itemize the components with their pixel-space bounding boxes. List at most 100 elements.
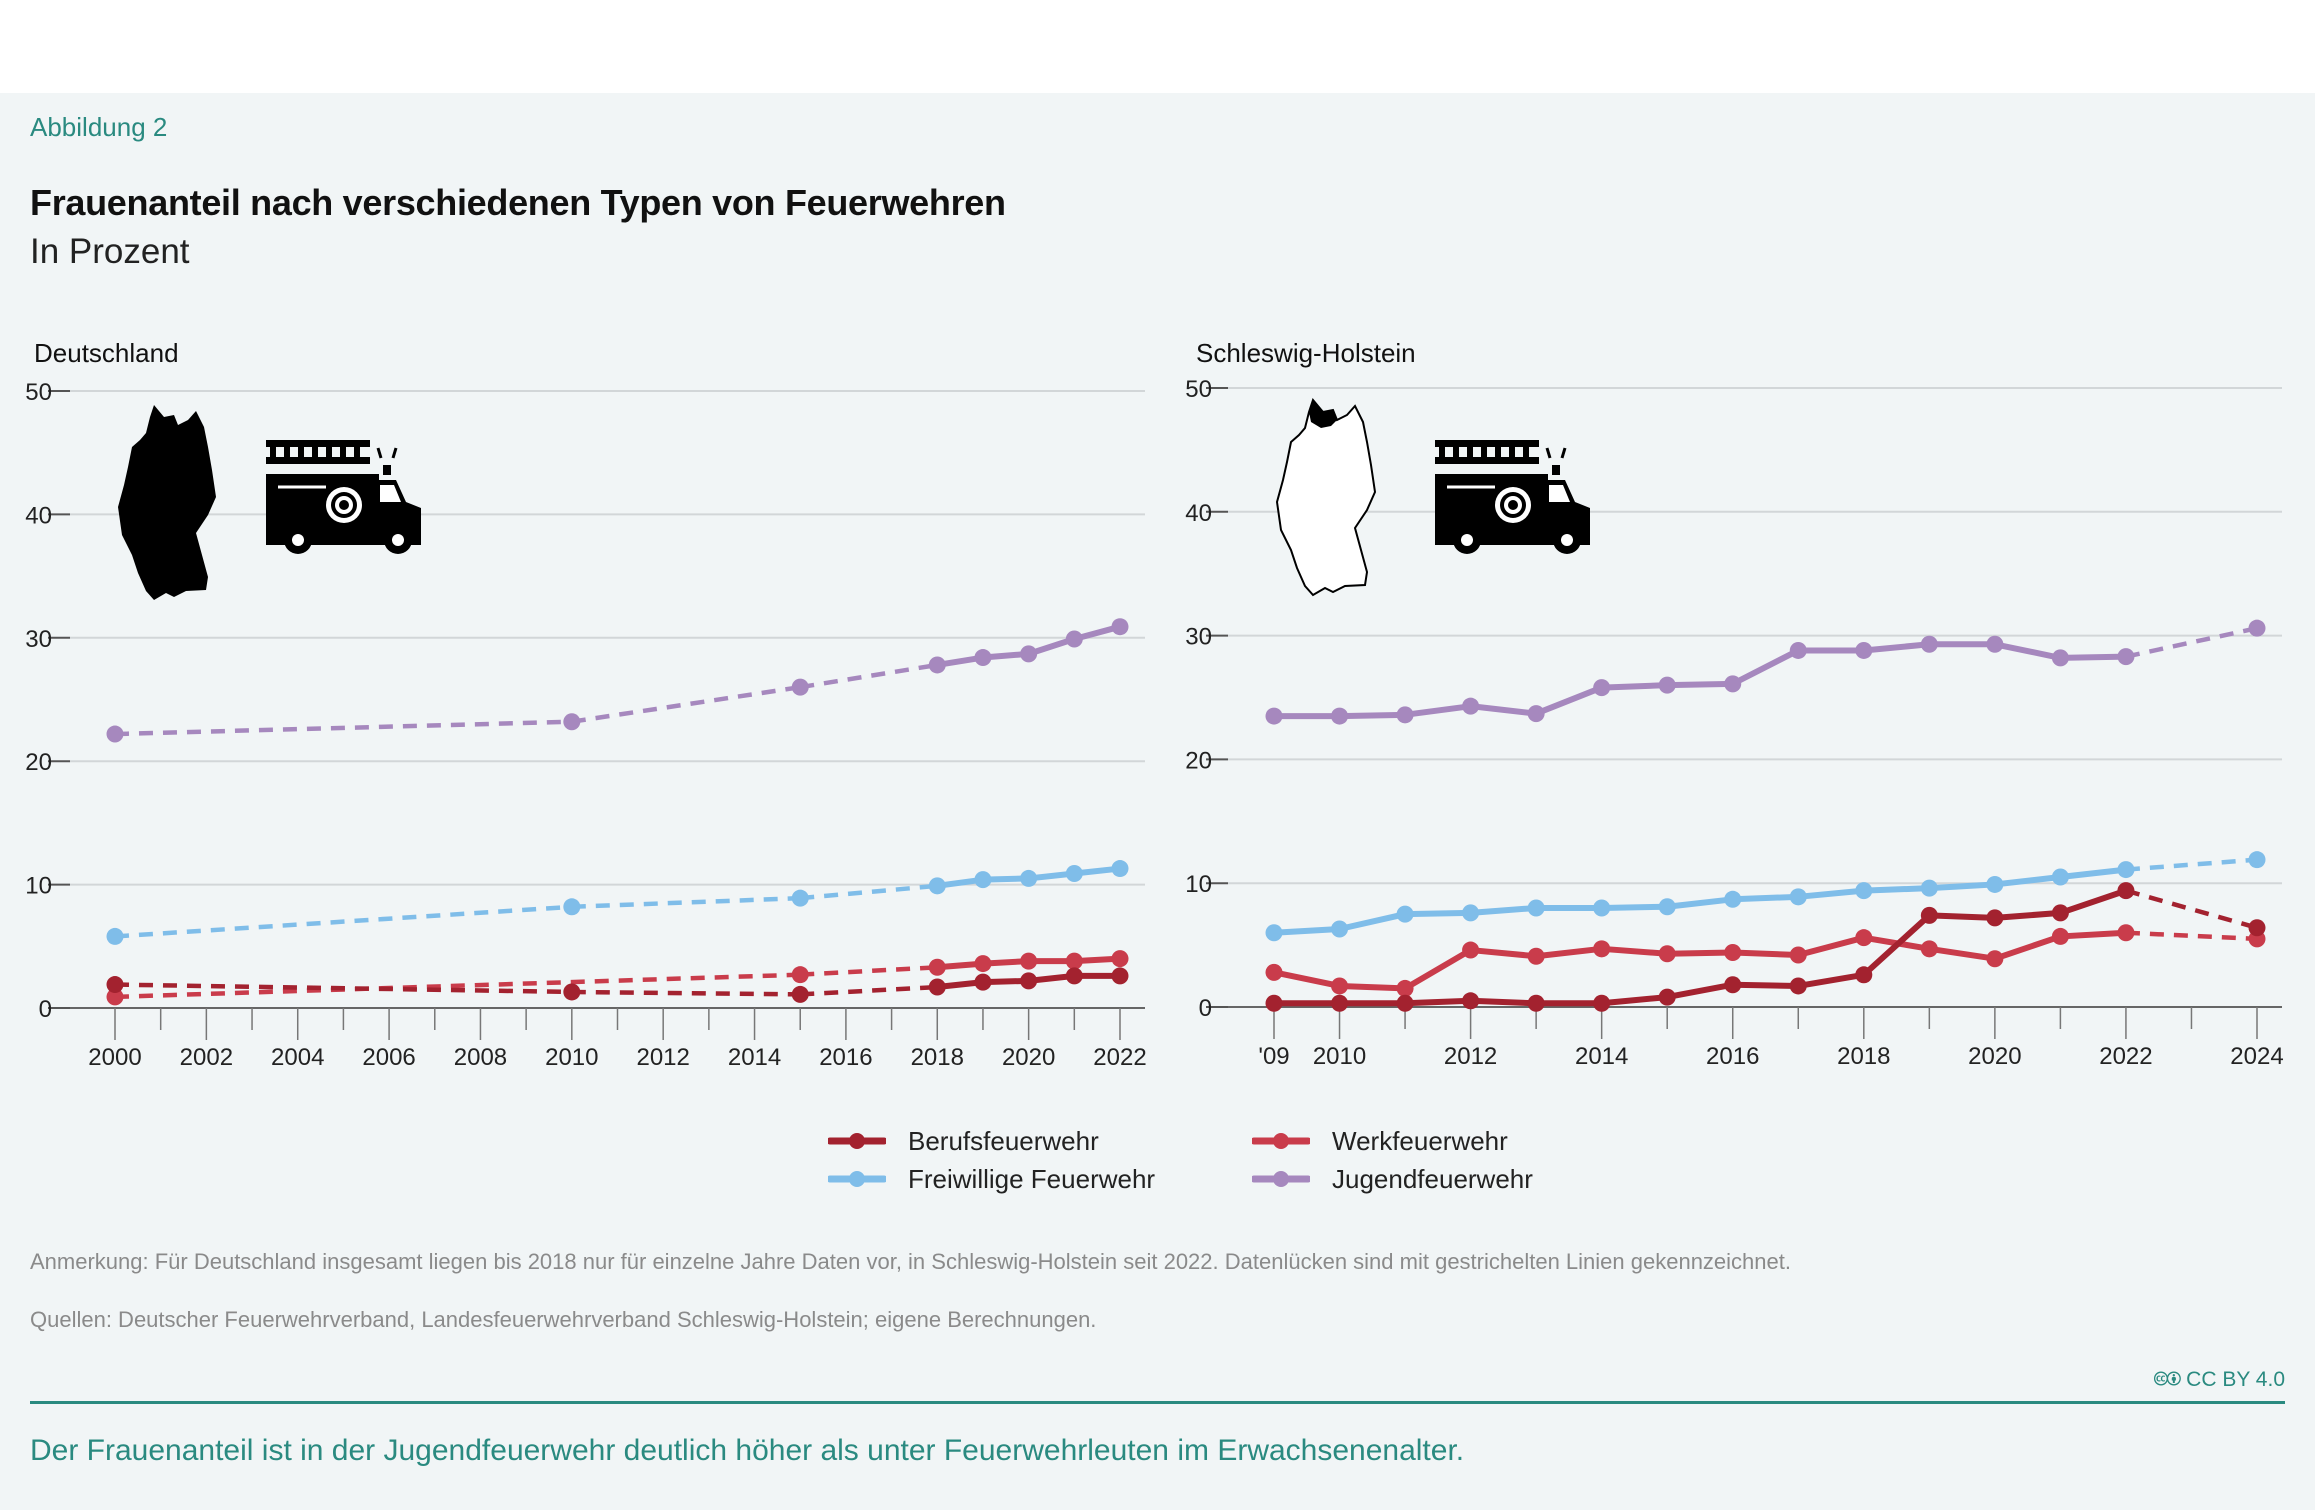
data-point xyxy=(1658,676,1676,694)
data-point xyxy=(974,649,992,667)
data-point xyxy=(928,978,946,996)
x-tick-label: 2020 xyxy=(1002,1044,1055,1071)
data-point xyxy=(1111,618,1129,636)
license-badge[interactable]: 🅭🅯 CC BY 4.0 xyxy=(2154,1368,2285,1391)
data-point xyxy=(791,966,809,984)
data-point xyxy=(1855,966,1873,984)
data-point xyxy=(1920,879,1938,897)
data-point xyxy=(928,958,946,976)
data-point xyxy=(1920,906,1938,924)
chart-subtitle: In Prozent xyxy=(30,232,190,271)
y-tick-label: 30 xyxy=(1185,624,1212,651)
line-segment xyxy=(2057,866,2129,881)
line-segment xyxy=(1598,682,1671,691)
series-berufsfeuerwehr xyxy=(106,967,1129,1003)
line-segment-dashed xyxy=(2125,930,2258,942)
line-segment xyxy=(1402,909,1474,918)
line-segment xyxy=(1664,680,1736,689)
line-segment xyxy=(1402,703,1474,718)
data-point xyxy=(1111,967,1129,985)
data-point xyxy=(1986,909,2004,927)
data-point xyxy=(1593,899,1611,917)
data-point xyxy=(1331,994,1349,1012)
line-segment xyxy=(1336,711,1409,720)
legend-swatch-werkfeuerwehr xyxy=(1252,1133,1310,1149)
data-point xyxy=(1065,967,1083,985)
data-point xyxy=(563,898,581,916)
y-tick-label: 0 xyxy=(1199,995,1212,1022)
line-segment-dashed xyxy=(2125,857,2258,872)
line-segment-dashed xyxy=(114,982,572,995)
data-point xyxy=(1331,920,1349,938)
data-point xyxy=(791,678,809,696)
line-segment xyxy=(1533,684,1605,717)
y-tick-label: 30 xyxy=(25,626,52,653)
line-segment xyxy=(2057,653,2129,661)
data-point xyxy=(2051,868,2069,886)
data-point xyxy=(1396,994,1414,1012)
data-point xyxy=(1855,882,1873,900)
data-point xyxy=(1462,941,1480,959)
line-segment xyxy=(1860,641,1933,654)
line-segment xyxy=(2057,929,2129,940)
x-tick-label: 2014 xyxy=(1575,1043,1628,1070)
x-tick-label: 2002 xyxy=(180,1044,233,1071)
data-point xyxy=(1111,860,1129,878)
legend-item-jugendfeuerwehr: Jugendfeuerwehr xyxy=(1252,1162,1533,1196)
line-segment xyxy=(1664,981,1736,1001)
sources: Quellen: Deutscher Feuerwehrverband, Lan… xyxy=(30,1307,1097,1332)
legend-swatch-freiwillige-feuerwehr xyxy=(828,1171,886,1187)
data-point xyxy=(2248,619,2266,637)
line-segment xyxy=(1729,893,1802,903)
line-segment xyxy=(1729,981,1802,989)
x-tick-label: 2016 xyxy=(1706,1043,1759,1070)
y-tick-label: 10 xyxy=(25,873,52,900)
line-segment-dashed xyxy=(571,989,801,997)
legend-label: Jugendfeuerwehr xyxy=(1332,1163,1533,1194)
x-tick-label: 2024 xyxy=(2230,1043,2283,1070)
x-tick-label: 2010 xyxy=(545,1044,598,1071)
data-point xyxy=(1462,992,1480,1010)
y-tick-label: 20 xyxy=(25,749,52,776)
line-segment xyxy=(1467,904,1540,916)
figure-label: Abbildung 2 xyxy=(30,112,168,142)
line-segment xyxy=(1598,903,1671,911)
x-tick-label: 2012 xyxy=(1444,1043,1497,1070)
line-segment xyxy=(1402,947,1474,992)
line-segment xyxy=(1991,641,2064,661)
data-point xyxy=(1265,924,1283,942)
line-segment-dashed xyxy=(114,719,572,737)
data-point xyxy=(1065,630,1083,648)
data-point xyxy=(1724,675,1742,693)
data-point xyxy=(928,877,946,895)
fire-truck-icon xyxy=(266,440,421,554)
data-point xyxy=(1396,979,1414,997)
data-point xyxy=(1065,864,1083,882)
line-segment xyxy=(1271,926,1343,936)
data-point xyxy=(1020,952,1038,970)
x-tick-label: 2000 xyxy=(88,1044,141,1071)
data-point xyxy=(2248,851,2266,869)
data-point xyxy=(1724,976,1742,994)
data-point xyxy=(1986,635,2004,653)
line-segment-dashed xyxy=(800,984,938,997)
data-point xyxy=(791,889,809,907)
chart-title: Frauenanteil nach verschiedenen Typen vo… xyxy=(30,182,1006,223)
x-tick-label: 2010 xyxy=(1313,1043,1366,1070)
divider xyxy=(30,1401,2285,1404)
data-point xyxy=(974,973,992,991)
data-point xyxy=(1789,888,1807,906)
schleswig-holstein-map-icon xyxy=(1275,397,1377,597)
line-segment xyxy=(1467,997,1540,1007)
x-tick-label: 2006 xyxy=(362,1044,415,1071)
data-point xyxy=(974,871,992,889)
data-point xyxy=(1396,706,1414,724)
line-segment xyxy=(1991,933,2064,962)
germany-map-filled-icon xyxy=(118,405,216,600)
line-segment-dashed xyxy=(114,904,572,939)
data-point xyxy=(1920,635,1938,653)
data-point xyxy=(1789,946,1807,964)
legend-item-freiwillige-feuerwehr: Freiwillige Feuerwehr xyxy=(828,1162,1155,1196)
x-tick-label: 2008 xyxy=(454,1044,507,1071)
